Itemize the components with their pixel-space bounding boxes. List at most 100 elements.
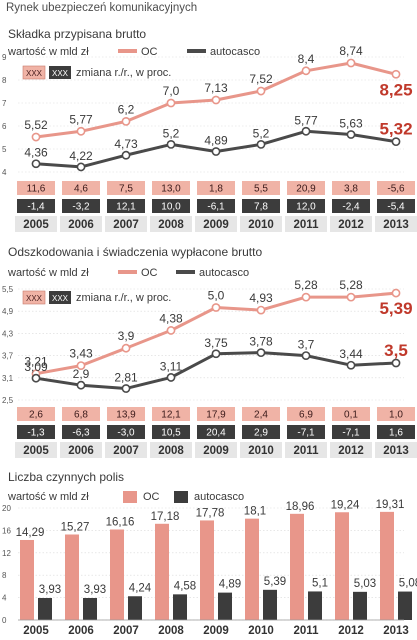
bar-label-oc: 16,16 [106, 517, 135, 529]
data-point-autocasco [211, 147, 221, 156]
yoy-value-autocasco: 1,6 [389, 428, 403, 439]
yoy-value-autocasco: -1,3 [27, 428, 45, 439]
yoy-value-oc: 17,9 [206, 410, 226, 421]
x-tick-label: 2008 [158, 625, 184, 637]
yoy-value-oc: 1,8 [209, 184, 223, 195]
yoy-value-oc: 12,1 [161, 410, 181, 421]
data-label-oc: 5,28 [339, 278, 363, 292]
x-tick-label: 2008 [158, 445, 184, 457]
data-point-oc [76, 126, 86, 136]
data-point-autocasco [301, 351, 311, 360]
yoy-value-autocasco: 10,5 [161, 428, 181, 439]
data-point-oc [256, 86, 266, 96]
data-point-oc [166, 326, 176, 335]
data-point-oc [76, 361, 86, 370]
data-point-oc [301, 66, 311, 76]
yoy-cell-autocasco [152, 199, 190, 213]
data-label-autocasco: 2,81 [114, 371, 138, 385]
yoy-value-autocasco: -6,1 [207, 202, 225, 213]
x-tick-label: 2009 [203, 445, 229, 457]
y-tick-label: 8 [2, 76, 7, 85]
data-point-autocasco [256, 139, 266, 149]
data-label-autocasco: 5,32 [379, 120, 412, 139]
bar-label-autocasco: 4,89 [219, 579, 241, 591]
yoy-value-autocasco: -3,0 [117, 428, 135, 439]
yoy-cell-autocasco [62, 199, 100, 213]
yoy-value-oc: 3,8 [344, 184, 358, 195]
x-tick-label: 2012 [338, 445, 364, 457]
year-cell [195, 442, 237, 458]
year-cell [285, 442, 327, 458]
yoy-cell-autocasco [332, 199, 370, 213]
year-cell [150, 442, 192, 458]
yoy-cell-autocasco [197, 425, 235, 439]
year-cell [240, 216, 282, 232]
yoy-cell-oc [152, 407, 190, 421]
data-point-oc [391, 288, 401, 298]
yoy-cell-oc [197, 181, 235, 195]
data-point-autocasco [346, 360, 356, 370]
y-tick-label: 3,7 [2, 352, 14, 361]
yoy-cell-oc [242, 181, 280, 195]
data-label-autocasco: 3,78 [249, 335, 273, 349]
y-tick-label: 7 [2, 99, 7, 108]
year-cell [375, 216, 417, 232]
x-tick-label: 2009 [203, 625, 229, 637]
year-cell [150, 216, 192, 232]
yoy-cell-autocasco [107, 199, 145, 213]
yoy-value-autocasco: -1,4 [27, 202, 45, 213]
x-tick-label: 2006 [68, 219, 94, 231]
bar-autocasco [263, 589, 277, 620]
x-tick-label: 2013 [383, 219, 409, 231]
year-cell [375, 442, 417, 458]
data-point-autocasco [31, 159, 41, 169]
data-label-autocasco: 4,22 [69, 149, 93, 163]
yoy-cell-autocasco [152, 425, 190, 439]
year-cell [60, 216, 102, 232]
x-tick-label: 2008 [158, 219, 184, 231]
bar-autocasco [398, 591, 412, 620]
data-label-autocasco: 4,73 [114, 137, 138, 151]
yoy-cell-oc [242, 407, 280, 421]
x-tick-label: 2007 [113, 219, 139, 231]
data-label-oc: 8,4 [298, 52, 315, 66]
yoy-value-oc: -5,6 [387, 184, 405, 195]
x-tick-label: 2007 [113, 445, 139, 457]
data-label-oc: 8,25 [379, 80, 412, 99]
x-tick-label: 2011 [294, 445, 320, 457]
yoy-value-autocasco: -2,4 [342, 202, 360, 213]
yoy-cell-oc [107, 181, 145, 195]
chart1-badge-oc [22, 65, 46, 80]
bar-autocasco [308, 591, 322, 620]
chart3-legend-oc: OC [143, 491, 160, 503]
data-point-oc [391, 69, 401, 79]
data-point-autocasco [301, 126, 311, 136]
year-cell [105, 216, 147, 232]
yoy-value-oc: 6,9 [299, 410, 313, 421]
x-tick-label: 2006 [68, 625, 94, 637]
bar-oc [65, 534, 79, 620]
data-point-autocasco [121, 384, 131, 393]
bar-label-oc: 19,24 [331, 499, 360, 511]
y-tick-label: 5,5 [2, 285, 14, 294]
y-tick-label: 8 [2, 571, 7, 580]
chart2-badge-oc [22, 290, 46, 305]
bar-oc [290, 513, 304, 620]
year-cell [285, 216, 327, 232]
year-cell [195, 216, 237, 232]
bar-label-autocasco: 5,39 [264, 576, 286, 588]
data-label-oc: 5,77 [69, 112, 93, 126]
data-label-autocasco: 4,36 [24, 146, 48, 160]
data-point-oc [211, 303, 221, 312]
y-tick-label: 4,9 [2, 307, 14, 316]
data-label-autocasco: 3,11 [160, 359, 183, 373]
data-label-autocasco: 5,2 [253, 126, 270, 140]
yoy-cell-autocasco [242, 199, 280, 213]
yoy-value-oc: 6,8 [74, 410, 88, 421]
x-tick-label: 2006 [68, 445, 94, 457]
data-label-oc: 7,13 [204, 81, 228, 95]
chart2-badge-oc-text: XXX [26, 294, 43, 303]
yoy-cell-autocasco [377, 199, 415, 213]
bar-autocasco [173, 594, 187, 620]
x-tick-label: 2013 [383, 445, 409, 457]
